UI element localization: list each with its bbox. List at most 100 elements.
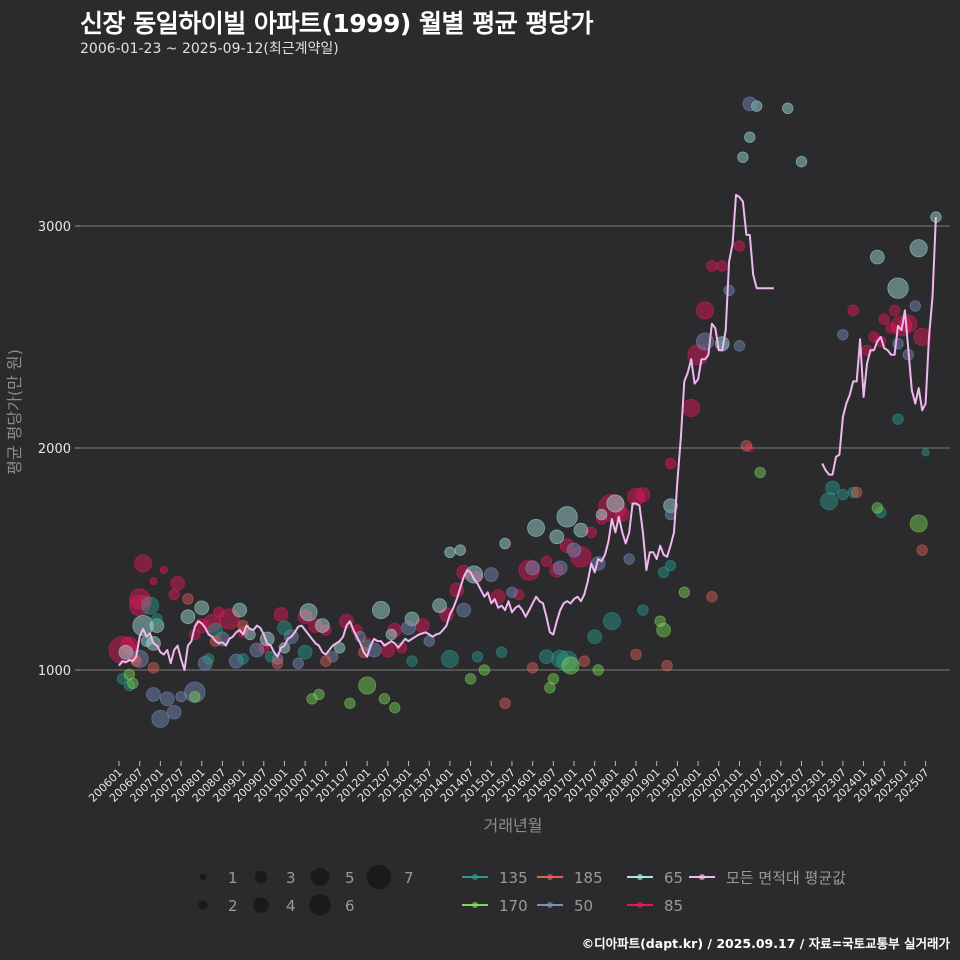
y-tick-label: 3000 (38, 220, 71, 235)
point-170 (909, 514, 928, 533)
point-185 (850, 486, 863, 499)
point-170 (656, 622, 671, 638)
legend-label: 170 (499, 897, 528, 915)
point-185 (706, 591, 718, 603)
point-50 (159, 691, 175, 707)
point-185 (320, 655, 332, 667)
point-170 (478, 664, 491, 676)
point-50 (742, 96, 758, 112)
point-65 (149, 618, 165, 633)
point-65 (782, 102, 794, 115)
point-85 (168, 588, 180, 601)
point-65 (299, 603, 318, 622)
point-50 (151, 709, 170, 728)
point-135 (637, 604, 649, 616)
legend-item-135: 135 (462, 869, 528, 887)
point-85 (878, 313, 890, 325)
point-85 (847, 304, 859, 317)
legend-item-170: 170 (462, 897, 528, 915)
x-axis: 2006012006072007012007072008012008072009… (86, 761, 932, 805)
point-65 (556, 506, 578, 528)
size-legend-dot (309, 894, 331, 916)
point-135 (141, 596, 160, 615)
point-135 (440, 649, 459, 668)
legend-swatch-dot (637, 874, 643, 880)
size-legend-dot (310, 867, 330, 887)
point-65 (499, 537, 511, 550)
point-50 (327, 650, 339, 663)
point-85 (868, 331, 880, 343)
point-85 (706, 260, 718, 272)
size-legend-label: 6 (345, 897, 355, 915)
point-50 (909, 300, 921, 312)
point-65 (606, 494, 625, 513)
point-50 (423, 635, 435, 647)
point-135 (657, 566, 670, 579)
point-135 (202, 653, 215, 665)
point-65 (385, 628, 398, 641)
point-135 (602, 612, 621, 631)
point-135 (837, 488, 849, 501)
point-170 (678, 586, 691, 599)
point-50 (892, 337, 904, 350)
point-50 (525, 560, 540, 576)
point-135 (237, 653, 249, 665)
point-65 (549, 529, 565, 545)
legend-label: 185 (574, 869, 603, 887)
grid-lines (80, 225, 950, 671)
point-85 (129, 588, 151, 610)
average-line-group (118, 193, 937, 671)
point-135 (277, 620, 292, 636)
point-135 (406, 655, 418, 667)
point-85 (913, 327, 932, 346)
point-185 (526, 662, 539, 674)
point-65 (527, 518, 546, 537)
point-170 (306, 693, 318, 705)
point-85 (635, 487, 651, 502)
point-170 (592, 664, 604, 676)
point-135 (539, 649, 554, 665)
size-legend-label: 3 (286, 869, 296, 887)
point-65 (180, 609, 196, 625)
size-legend-dot (254, 870, 268, 884)
point-50 (292, 657, 304, 670)
point-50 (723, 284, 735, 297)
point-65 (432, 598, 447, 613)
legend-swatch-dot (547, 902, 553, 908)
legend-label: 50 (574, 897, 593, 915)
point-85 (733, 240, 746, 252)
point-135 (847, 486, 859, 499)
point-85 (134, 554, 153, 573)
point-65 (118, 644, 134, 660)
point-50 (566, 542, 582, 558)
size-legend-dot (199, 873, 207, 881)
average-line-segment-2 (821, 217, 937, 476)
point-50 (552, 560, 568, 576)
size-legend-label: 1 (228, 869, 238, 887)
point-135 (825, 480, 840, 496)
point-65 (404, 611, 420, 627)
y-tick-label: 1000 (38, 664, 71, 679)
point-85 (716, 260, 728, 272)
point-170 (189, 690, 201, 703)
point-85 (149, 577, 158, 586)
point-50 (837, 329, 849, 341)
point-135 (551, 649, 570, 668)
point-85 (297, 609, 313, 625)
point-50 (166, 704, 182, 720)
point-85 (108, 636, 137, 664)
legend-label: 모든 면적대 평균값 (726, 869, 846, 887)
point-185 (182, 593, 194, 605)
point-50 (175, 690, 187, 703)
point-185 (661, 659, 673, 672)
y-tick-label: 2000 (38, 442, 71, 457)
point-170 (358, 676, 377, 695)
point-85 (140, 595, 153, 607)
legend-swatch-dot (699, 874, 705, 880)
point-50 (483, 567, 499, 582)
point-65 (744, 131, 756, 143)
source-credit: ©디아파트(dapt.kr) / 2025.09.17 / 자료=국토교통부 실… (581, 936, 950, 951)
point-85 (695, 301, 714, 320)
point-65 (194, 600, 210, 616)
